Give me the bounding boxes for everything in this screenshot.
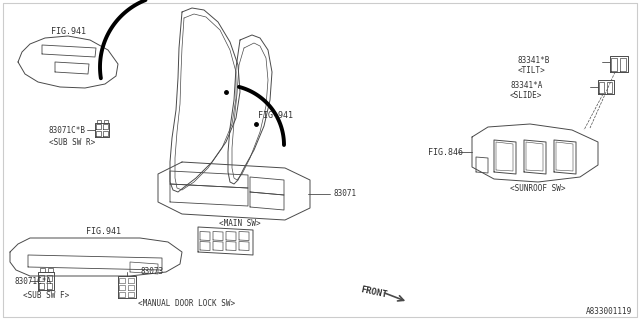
Text: <MANUAL DOOR LOCK SW>: <MANUAL DOOR LOCK SW> [138, 299, 235, 308]
Text: FIG.846: FIG.846 [428, 148, 463, 156]
Text: 83071C*B: 83071C*B [48, 125, 85, 134]
Text: A833001119: A833001119 [586, 308, 632, 316]
Text: 83341*A: 83341*A [510, 81, 542, 90]
Text: <SUB SW R>: <SUB SW R> [49, 138, 95, 147]
Text: FIG.941: FIG.941 [86, 228, 120, 236]
Text: FRONT: FRONT [360, 285, 388, 299]
Text: 83073: 83073 [140, 268, 163, 276]
Text: <SUB SW F>: <SUB SW F> [23, 291, 69, 300]
Text: 83071C*A: 83071C*A [14, 276, 51, 285]
Text: 83341*B: 83341*B [518, 55, 550, 65]
Text: <SLIDE>: <SLIDE> [510, 91, 542, 100]
Text: FIG.941: FIG.941 [51, 27, 86, 36]
Text: 83071: 83071 [333, 189, 356, 198]
Text: FIG.941: FIG.941 [258, 110, 293, 119]
Text: <SUNROOF SW>: <SUNROOF SW> [510, 183, 566, 193]
Text: <TILT>: <TILT> [518, 66, 546, 75]
Text: <MAIN SW>: <MAIN SW> [219, 220, 261, 228]
